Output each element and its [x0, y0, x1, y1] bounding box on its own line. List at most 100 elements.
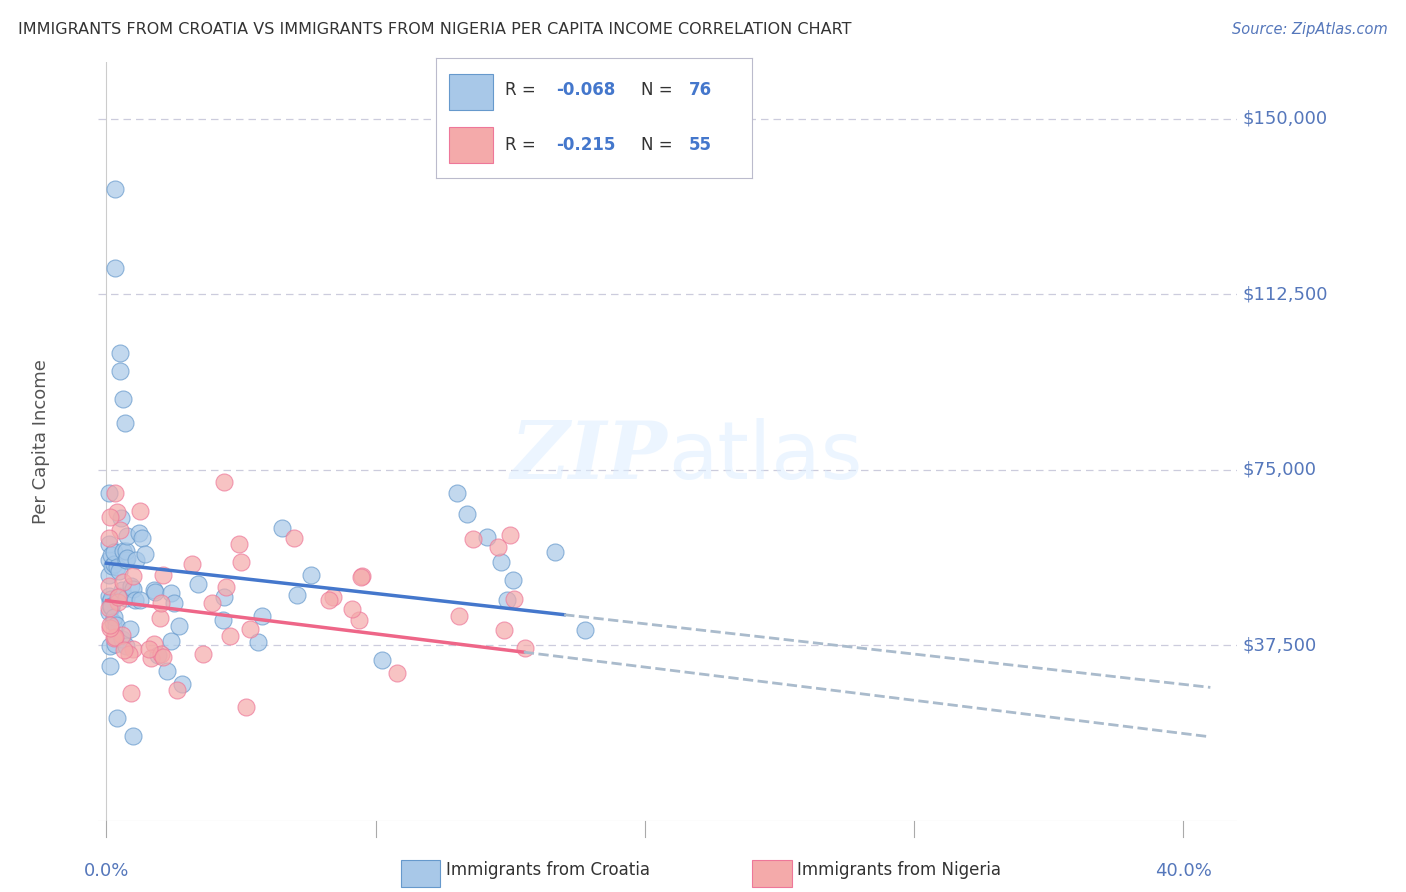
Point	[98, 595, 121, 609]
Point	[117, 647, 139, 661]
Point	[166, 682, 188, 697]
Point	[340, 601, 363, 615]
Point	[502, 573, 524, 587]
Point	[114, 591, 136, 606]
Point	[181, 557, 204, 571]
Point	[322, 590, 344, 604]
Point	[110, 511, 132, 525]
Point	[105, 560, 128, 574]
Point	[134, 548, 156, 562]
Point	[347, 613, 370, 627]
Point	[120, 686, 142, 700]
Point	[148, 648, 170, 662]
Point	[105, 505, 128, 519]
Text: $112,500: $112,500	[1243, 285, 1329, 303]
Point	[150, 647, 173, 661]
Point	[143, 582, 166, 597]
Text: 55: 55	[689, 136, 711, 153]
Point	[98, 600, 121, 615]
Text: Per Capita Income: Per Capita Income	[32, 359, 51, 524]
Point	[502, 591, 524, 606]
Text: N =: N =	[641, 81, 678, 100]
Point	[214, 590, 236, 604]
Point	[107, 595, 129, 609]
Text: $37,500: $37,500	[1243, 636, 1317, 654]
Point	[111, 544, 134, 558]
Point	[318, 593, 340, 607]
Point	[111, 392, 134, 407]
Point	[107, 591, 129, 605]
Point	[486, 540, 509, 554]
Point	[124, 592, 146, 607]
Point	[446, 486, 468, 500]
Point	[98, 510, 121, 524]
Point	[250, 609, 273, 624]
Text: Immigrants from Nigeria: Immigrants from Nigeria	[797, 861, 1001, 879]
Point	[385, 665, 408, 680]
Point	[513, 640, 536, 655]
Text: R =: R =	[506, 81, 541, 100]
Text: R =: R =	[506, 136, 541, 153]
Point	[100, 599, 122, 614]
Point	[100, 548, 122, 562]
Point	[115, 639, 138, 653]
Point	[100, 591, 122, 606]
Point	[128, 526, 150, 541]
Point	[149, 596, 172, 610]
Point	[115, 543, 138, 558]
Point	[152, 649, 174, 664]
Point	[98, 537, 121, 551]
Point	[299, 568, 322, 582]
Text: Immigrants from Croatia: Immigrants from Croatia	[446, 861, 650, 879]
Point	[120, 579, 142, 593]
Point	[143, 585, 166, 599]
Point	[489, 555, 512, 569]
Point	[239, 622, 262, 636]
Point	[285, 588, 308, 602]
Point	[129, 504, 152, 518]
Point	[107, 590, 129, 604]
Point	[352, 568, 374, 582]
Point	[246, 635, 269, 649]
Point	[215, 580, 238, 594]
Point	[475, 530, 498, 544]
Text: 40.0%: 40.0%	[1154, 863, 1212, 880]
Point	[98, 568, 121, 582]
Point	[98, 605, 121, 619]
Point	[122, 642, 145, 657]
Point	[103, 609, 125, 624]
Text: Source: ZipAtlas.com: Source: ZipAtlas.com	[1232, 22, 1388, 37]
Point	[498, 527, 520, 541]
Point	[103, 637, 125, 651]
Point	[228, 536, 250, 550]
Point	[111, 632, 134, 646]
Point	[283, 531, 305, 545]
Point	[98, 617, 121, 632]
Point	[104, 631, 127, 645]
Text: -0.068: -0.068	[557, 81, 616, 100]
Point	[149, 611, 172, 625]
Point	[163, 595, 186, 609]
Point	[115, 551, 138, 566]
Point	[98, 552, 121, 566]
FancyBboxPatch shape	[449, 127, 494, 162]
Point	[449, 608, 471, 623]
Point	[187, 577, 209, 591]
Point	[98, 639, 121, 653]
Point	[100, 600, 122, 615]
Text: $150,000: $150,000	[1243, 110, 1329, 128]
Point	[350, 570, 373, 584]
Text: 76: 76	[689, 81, 711, 100]
Point	[103, 631, 125, 645]
Point	[114, 416, 136, 430]
FancyBboxPatch shape	[449, 74, 494, 110]
Text: atlas: atlas	[668, 417, 862, 496]
Point	[156, 664, 179, 678]
Text: -0.215: -0.215	[557, 136, 616, 153]
Point	[108, 364, 131, 378]
Point	[214, 475, 236, 489]
Point	[138, 642, 160, 657]
Point	[122, 582, 145, 596]
Point	[108, 345, 131, 359]
Point	[103, 486, 125, 500]
